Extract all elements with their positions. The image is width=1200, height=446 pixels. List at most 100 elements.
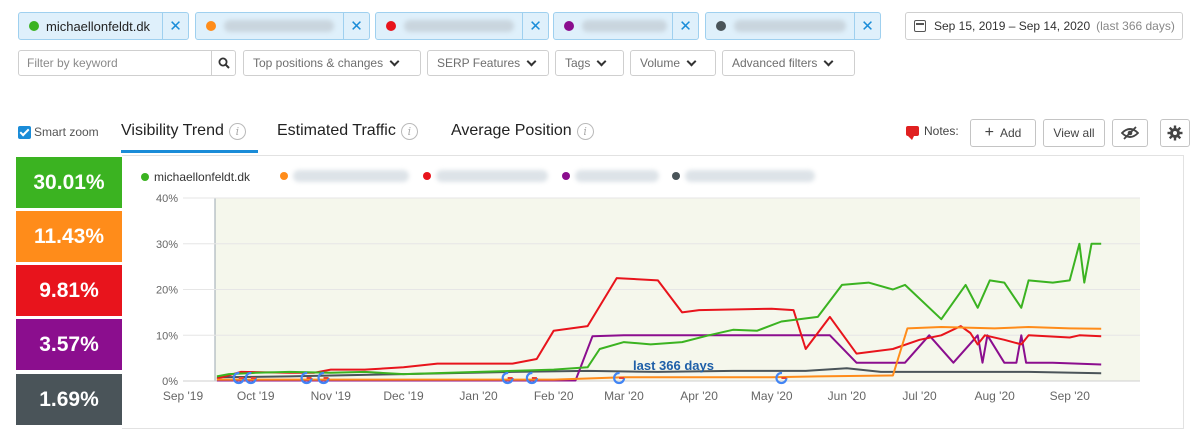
plus-icon: +: [984, 124, 994, 141]
y-tick-label: 30%: [156, 239, 178, 251]
dropdown-label: SERP Features: [437, 56, 521, 70]
x-tick-label: Jan '20: [459, 389, 498, 403]
smart-zoom-label: Smart zoom: [34, 125, 99, 139]
legend-label: michaellonfeldt.dk: [154, 170, 251, 184]
remove-competitor-2-button[interactable]: ✕: [343, 13, 369, 39]
redacted-domain: [404, 20, 514, 32]
info-icon[interactable]: i: [228, 122, 246, 140]
google-update-marker[interactable]: [317, 371, 330, 385]
chart-legend-item-1[interactable]: michaellonfeldt.dk: [141, 170, 250, 184]
x-tick-label: Dec '19: [383, 389, 424, 403]
google-update-marker[interactable]: [232, 371, 245, 385]
x-tick-label: Jul '20: [902, 389, 937, 403]
x-tick-label: Sep '20: [1050, 389, 1091, 403]
date-range-label: Sep 15, 2019 – Sep 14, 2020: [934, 19, 1091, 33]
range-annotation: last 366 days: [633, 358, 714, 373]
volume-dropdown[interactable]: Volume: [630, 50, 716, 76]
x-tick-label: Mar '20: [604, 389, 644, 403]
competitor-pill-2[interactable]: ✕: [195, 12, 370, 40]
date-range-suffix: (last 366 days): [1096, 19, 1175, 33]
date-range-picker[interactable]: Sep 15, 2019 – Sep 14, 2020 (last 366 da…: [905, 12, 1183, 40]
add-note-label: Add: [999, 126, 1022, 140]
notes-label: Notes:: [924, 124, 959, 138]
info-icon[interactable]: i: [400, 122, 418, 140]
tags-dropdown[interactable]: Tags: [555, 50, 624, 76]
legend-dot: [672, 172, 680, 180]
checkbox-checked-icon[interactable]: [18, 125, 31, 139]
google-update-marker[interactable]: [525, 371, 538, 385]
y-tick-label: 10%: [156, 330, 178, 342]
remove-competitor-1-button[interactable]: ✕: [162, 13, 188, 39]
remove-competitor-5-button[interactable]: ✕: [854, 13, 880, 39]
tab-label: Visibility Trend: [121, 122, 224, 139]
legend-dot: [141, 173, 149, 181]
visibility-score-4: 3.57%: [16, 319, 122, 370]
top-positions-dropdown[interactable]: Top positions & changes: [243, 50, 421, 76]
legend-dot: [280, 172, 288, 180]
series-line-1[interactable]: [216, 242, 1102, 378]
tab-label: Estimated Traffic: [277, 122, 396, 139]
score-value: 9.81%: [39, 278, 99, 302]
chart-legend-item-2[interactable]: [280, 170, 409, 182]
smart-zoom-toggle[interactable]: Smart zoom: [18, 125, 99, 139]
tab-visibility-trend[interactable]: Visibility Trend i: [121, 122, 246, 140]
view-all-notes-button[interactable]: View all: [1043, 119, 1105, 147]
google-update-marker[interactable]: [501, 371, 514, 385]
series-line-3[interactable]: [216, 277, 1102, 380]
y-tick-label: 40%: [156, 193, 178, 205]
redacted-legend-label: [293, 170, 409, 182]
competitor-color-dot: [564, 21, 574, 31]
competitor-pill-1[interactable]: michaellonfeldt.dk ✕: [18, 12, 189, 40]
remove-competitor-3-button[interactable]: ✕: [522, 13, 548, 39]
info-icon[interactable]: i: [576, 122, 594, 140]
search-icon: [218, 57, 230, 69]
x-tick-label: Feb '20: [534, 389, 574, 403]
settings-button[interactable]: [1160, 119, 1190, 147]
competitor-pill-3[interactable]: ✕: [375, 12, 549, 40]
x-tick-label: May '20: [751, 389, 793, 403]
y-tick-label: 20%: [156, 285, 178, 297]
chart-legend-item-4[interactable]: [562, 170, 659, 182]
y-tick-label: 0%: [162, 376, 178, 388]
keyword-filter: [18, 50, 236, 76]
legend-dot: [562, 172, 570, 180]
notes-section: Notes:: [906, 124, 959, 140]
x-tick-label: Oct '19: [237, 389, 275, 403]
remove-competitor-4-button[interactable]: ✕: [672, 13, 698, 39]
chart-legend-item-5[interactable]: [672, 170, 815, 182]
google-update-marker[interactable]: [300, 371, 313, 385]
search-button[interactable]: [211, 51, 235, 75]
redacted-domain: [582, 20, 667, 32]
google-update-marker[interactable]: [775, 371, 788, 385]
add-note-button[interactable]: + Add: [970, 119, 1036, 147]
competitor-pill-5[interactable]: ✕: [705, 12, 881, 40]
redacted-legend-label: [685, 170, 815, 182]
tab-average-position[interactable]: Average Position i: [451, 122, 594, 140]
tab-estimated-traffic[interactable]: Estimated Traffic i: [277, 122, 418, 140]
google-update-marker[interactable]: [613, 371, 626, 385]
keyword-filter-input[interactable]: [19, 51, 209, 75]
x-tick-label: Nov '19: [311, 389, 352, 403]
legend-dot: [423, 172, 431, 180]
calendar-icon: [914, 20, 926, 32]
competitor-color-dot: [716, 21, 726, 31]
series-line-4[interactable]: [216, 334, 1102, 382]
visibility-score-1: 30.01%: [16, 157, 122, 208]
tab-label: Average Position: [451, 122, 572, 139]
advanced-filters-dropdown[interactable]: Advanced filters: [722, 50, 855, 76]
google-update-marker[interactable]: [244, 371, 257, 385]
chart-legend-item-3[interactable]: [423, 170, 548, 182]
competitor-color-dot: [206, 21, 216, 31]
redacted-domain: [734, 20, 846, 32]
score-value: 30.01%: [33, 170, 105, 194]
competitor-domain: michaellonfeldt.dk: [46, 18, 151, 34]
redacted-legend-label: [436, 170, 548, 182]
hide-notes-button[interactable]: [1112, 119, 1148, 147]
serp-features-dropdown[interactable]: SERP Features: [427, 50, 549, 76]
x-tick-label: Apr '20: [680, 389, 718, 403]
redacted-domain: [224, 20, 334, 32]
competitor-pill-4[interactable]: ✕: [553, 12, 699, 40]
competitor-color-dot: [29, 21, 39, 31]
redacted-legend-label: [575, 170, 659, 182]
